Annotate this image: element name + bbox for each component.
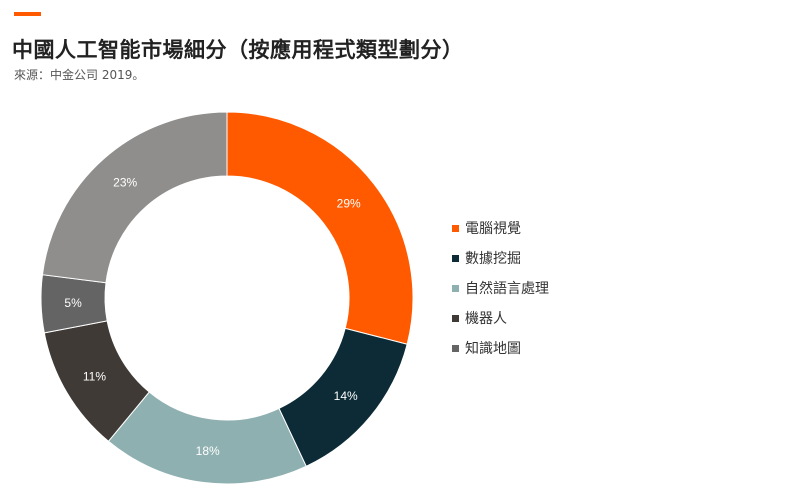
donut-slices <box>40 111 414 485</box>
legend-label: 機器人 <box>465 311 507 327</box>
chart-legend: 電腦視覺數據挖掘自然語言處理 機器人知識地圖 <box>452 213 549 363</box>
legend-item-5: 知識地圖 <box>452 333 549 363</box>
slice-remainder-label: 23% <box>113 175 137 189</box>
legend-swatch <box>452 284 459 292</box>
slice-1-label: 29% <box>337 197 361 211</box>
chart-title: 中國人工智能市場細分（按應用程式類型劃分） <box>12 37 464 62</box>
donut-chart: 29% 14% 18% 11% 5% 23% <box>40 111 414 485</box>
legend-item-1: 電腦視覺 <box>452 213 549 243</box>
chart-source: 來源：中金公司 2019。 <box>14 68 145 82</box>
legend-swatch <box>452 314 459 322</box>
accent-bar <box>14 12 41 16</box>
legend-label: 電腦視覺 <box>465 221 521 237</box>
legend-label: 自然語言處理 <box>465 281 549 297</box>
legend-swatch <box>452 254 459 262</box>
slice-5-label: 5% <box>64 296 82 310</box>
slice-4-label: 11% <box>83 369 106 383</box>
legend-item-3: 自然語言處理 <box>452 273 549 303</box>
legend-swatch <box>452 344 459 352</box>
slice-1 <box>226 111 414 345</box>
legend-label: 知識地圖 <box>465 341 521 357</box>
legend-item-2: 數據挖掘 <box>452 243 549 273</box>
slice-remainder <box>41 111 228 284</box>
legend-swatch <box>452 224 459 232</box>
legend-label: 數據挖掘 <box>465 251 521 267</box>
slice-3-label: 18% <box>196 444 220 458</box>
donut-slice-labels: 29% 14% 18% 11% 5% 23% <box>64 175 361 457</box>
slice-2-label: 14% <box>334 389 358 403</box>
legend-item-4: 機器人 <box>452 303 549 333</box>
